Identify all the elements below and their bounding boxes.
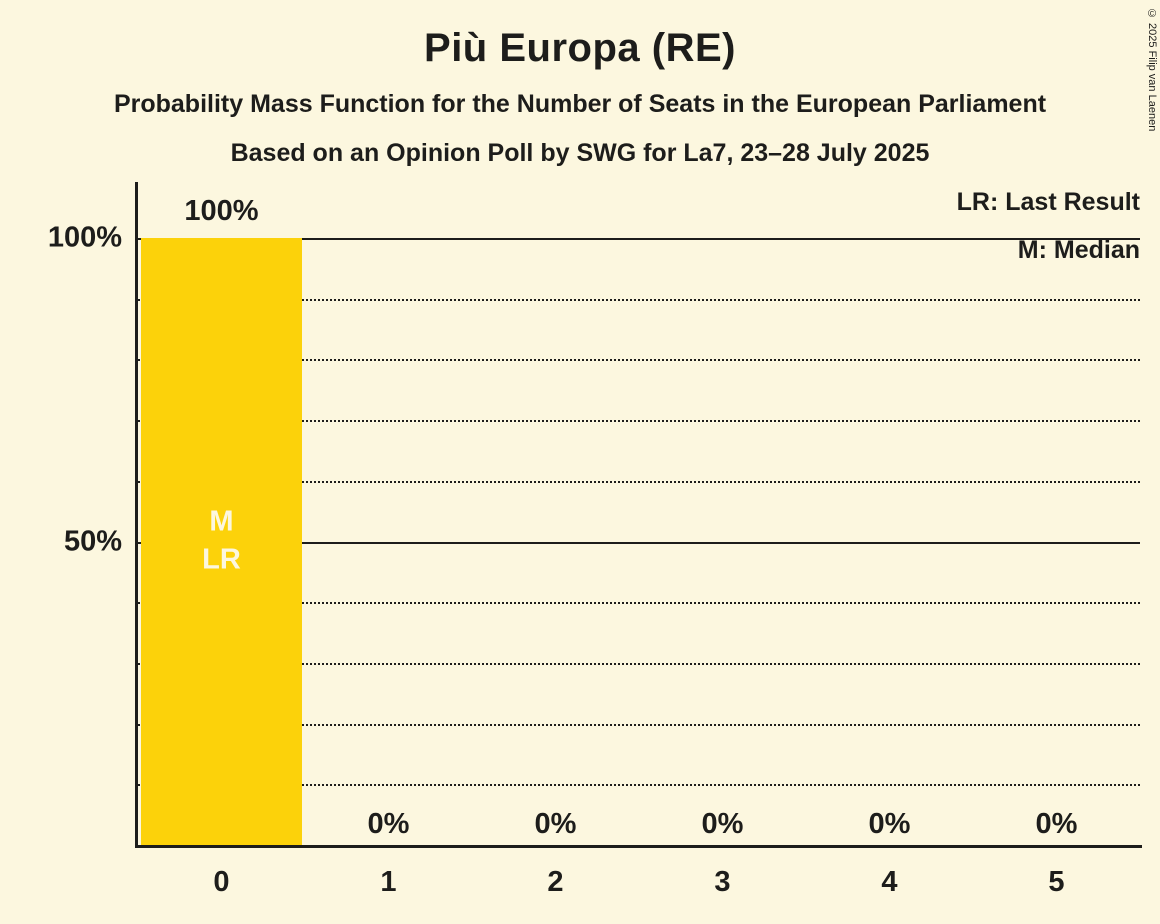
gridline-dotted-80pct [138,359,1140,362]
chart-subtitle: Probability Mass Function for the Number… [113,90,1047,118]
copyright-notice: © 2025 Filip van Laenen [1146,8,1158,132]
x-tick-label-0: 0 [213,866,230,898]
x-tick-label-5: 5 [1048,866,1065,898]
x-tick-label-3: 3 [714,866,731,898]
x-tick-label-1: 1 [380,866,397,898]
gridline-solid-100pct [138,238,1140,240]
bar-value-label-1: 0% [367,808,410,840]
x-axis-labels: 0 1 2 3 4 5 [138,866,1140,906]
bar-slot-3: 0% [639,238,806,845]
gridline-dotted-20pct [138,723,1140,726]
bar-slot-2: 0% [472,238,639,845]
bar-slot-1: 0% [305,238,472,845]
chart-source-line: Based on an Opinion Poll by SWG for La7,… [230,139,930,167]
bar-value-label-0: 100% [184,195,259,227]
x-tick-label-2: 2 [547,866,564,898]
gridline-dotted-10pct [138,784,1140,787]
gridline-dotted-60pct [138,480,1140,483]
y-tick-label-50: 50% [63,525,122,557]
bar-slot-4: 0% [806,238,973,845]
bar-seats-0: M LR [141,238,302,845]
legend-item-last-result: LR: Last Result [956,188,1140,216]
chart-legend: LR: Last Result M: Median [957,178,1140,274]
bar-value-label-5: 0% [1035,808,1078,840]
bar-slot-5: 0% [973,238,1140,845]
legend-item-median: M: Median [1017,236,1140,264]
y-axis-labels: 100% 50% [0,222,122,845]
bar-annotation: M LR [141,502,301,578]
gridline-dotted-90pct [138,298,1140,301]
plot-area: M LR 100% 0% 0% 0% 0% 0% [138,195,1140,845]
bar-value-label-4: 0% [868,808,911,840]
bar-annotation-line: LR [202,542,241,575]
gridline-dotted-30pct [138,662,1140,665]
bar-value-label-3: 0% [701,808,744,840]
gridline-dotted-70pct [138,420,1140,423]
y-axis [135,182,138,848]
x-axis [135,845,1142,848]
bar-value-label-2: 0% [534,808,577,840]
y-tick-label-100: 100% [47,221,122,254]
bar-annotation-line: M [209,504,234,537]
bar-slot-0: M LR 100% [138,195,305,845]
gridline-solid-50pct [138,541,1140,544]
x-tick-label-4: 4 [881,866,898,898]
page-title: Più Europa (RE) [424,26,736,70]
gridline-dotted-40pct [138,602,1140,605]
